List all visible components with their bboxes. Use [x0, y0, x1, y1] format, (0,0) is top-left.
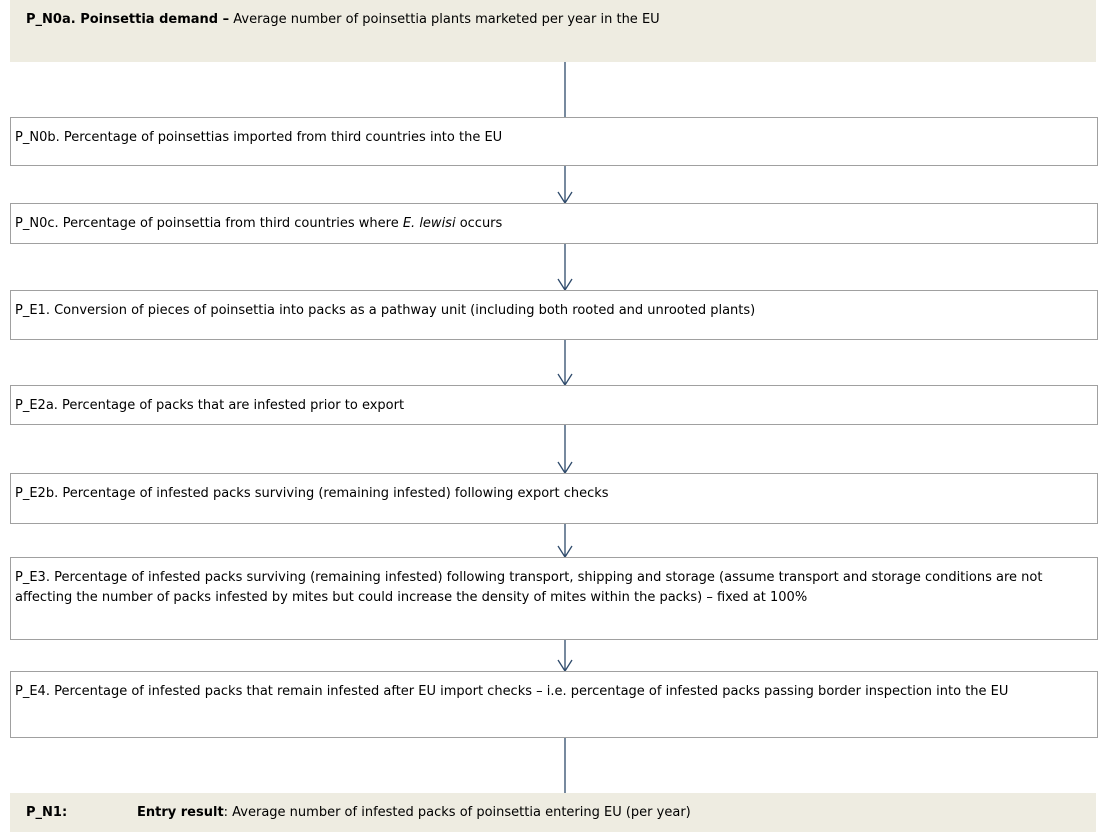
node-text: Average number of poinsettia plants mark… — [229, 12, 660, 27]
node: P_N0a. Poinsettia demand – Average numbe… — [10, 0, 1096, 62]
arrow — [557, 166, 573, 205]
arrow — [557, 524, 573, 559]
node-text: : Average number of infested packs of po… — [223, 805, 691, 820]
node: P_E1. Conversion of pieces of poinsettia… — [10, 290, 1098, 340]
node-text: P_E1. Conversion of pieces of poinsettia… — [15, 303, 756, 318]
node-text: P_E2b. Percentage of infested packs surv… — [15, 486, 609, 501]
node: P_E4. Percentage of infested packs that … — [10, 671, 1098, 738]
node-text: occurs — [455, 216, 503, 231]
node-italic: E. lewisi — [402, 216, 456, 231]
arrow — [557, 640, 573, 673]
node: P_N0b. Percentage of poinsettias importe… — [10, 117, 1098, 166]
node-text: P_E2a. Percentage of packs that are infe… — [15, 398, 405, 413]
node: P_N1: Entry result: Average number of inf… — [10, 793, 1096, 832]
node: P_E3. Percentage of infested packs survi… — [10, 557, 1098, 640]
node: P_N0c. Percentage of poinsettia from thi… — [10, 203, 1098, 244]
arrow — [557, 340, 573, 387]
node-text: P_N0b. Percentage of poinsettias importe… — [15, 130, 503, 145]
node-text: P_E3. Percentage of infested packs survi… — [15, 570, 1043, 605]
node-bold: Entry result — [137, 805, 224, 820]
node-text: P_E4. Percentage of infested packs that … — [15, 684, 1009, 699]
node-text: P_N0c. Percentage of poinsettia from thi… — [15, 216, 403, 231]
node: P_E2a. Percentage of packs that are infe… — [10, 385, 1098, 425]
node: P_E2b. Percentage of infested packs surv… — [10, 473, 1098, 524]
arrow — [557, 425, 573, 475]
node-bold: P_N0a. Poinsettia demand – — [26, 12, 230, 27]
arrow — [557, 244, 573, 292]
node-id: P_N1: — [26, 805, 68, 820]
